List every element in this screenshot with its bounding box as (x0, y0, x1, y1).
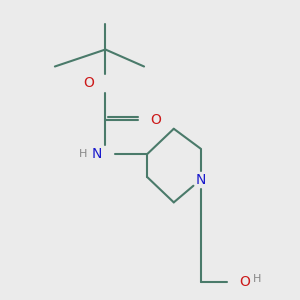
Text: N: N (195, 173, 206, 187)
Text: O: O (84, 76, 94, 91)
Text: O: O (239, 274, 250, 289)
Text: H: H (253, 274, 261, 284)
Text: N: N (92, 147, 102, 161)
Text: H: H (79, 149, 88, 159)
Text: O: O (150, 113, 161, 127)
